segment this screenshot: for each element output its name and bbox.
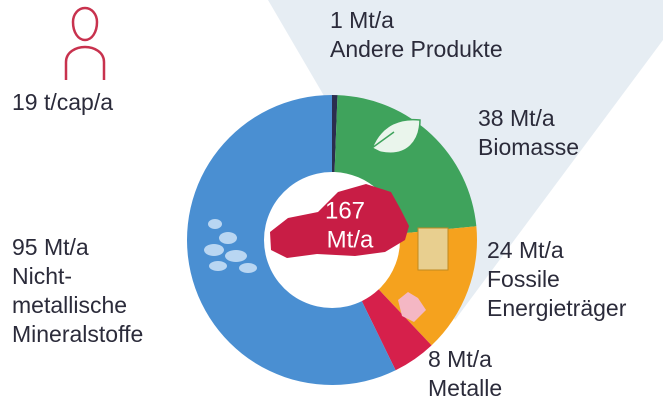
wedge [334, 95, 477, 234]
value-label: 24 Mt/a [487, 237, 564, 263]
wedge [378, 226, 477, 346]
person-icon [64, 6, 106, 80]
segment-label: 38 Mt/a Biomasse [478, 104, 579, 162]
category-label: Metalle [428, 375, 503, 401]
austria-map [270, 184, 409, 258]
segment-label: 8 Mt/a Metalle [428, 345, 502, 403]
leaf-icon [371, 118, 421, 154]
value-label: 95 Mt/a [12, 234, 89, 260]
barrel-icon [417, 227, 449, 271]
category-label: Fossile Energieträger [487, 266, 627, 321]
stones-icon [204, 219, 257, 273]
wedge [361, 289, 432, 371]
category-label: Biomasse [478, 134, 579, 160]
center-value: 167 [325, 197, 365, 224]
value-label: 1 Mt/a [330, 7, 394, 33]
wedges [187, 95, 477, 385]
segment-label: 1 Mt/a Andere Produkte [330, 6, 503, 64]
annotation: 19 t/cap/a [12, 89, 114, 115]
segment-label: 95 Mt/a Nicht- metallische Mineralstoffe [12, 233, 143, 349]
segment-label: 24 Mt/a Fossile Energieträger [487, 236, 626, 323]
crystal-icon [398, 292, 426, 322]
category-label: Andere Produkte [330, 36, 503, 62]
value-label: 8 Mt/a [428, 346, 492, 372]
background-shape [268, 0, 663, 320]
wedge [187, 95, 396, 385]
center-unit: Mt/a [327, 226, 374, 253]
value-label: 38 Mt/a [478, 105, 555, 131]
wedge [332, 95, 338, 173]
category-label: Nicht- metallische Mineralstoffe [12, 263, 144, 347]
